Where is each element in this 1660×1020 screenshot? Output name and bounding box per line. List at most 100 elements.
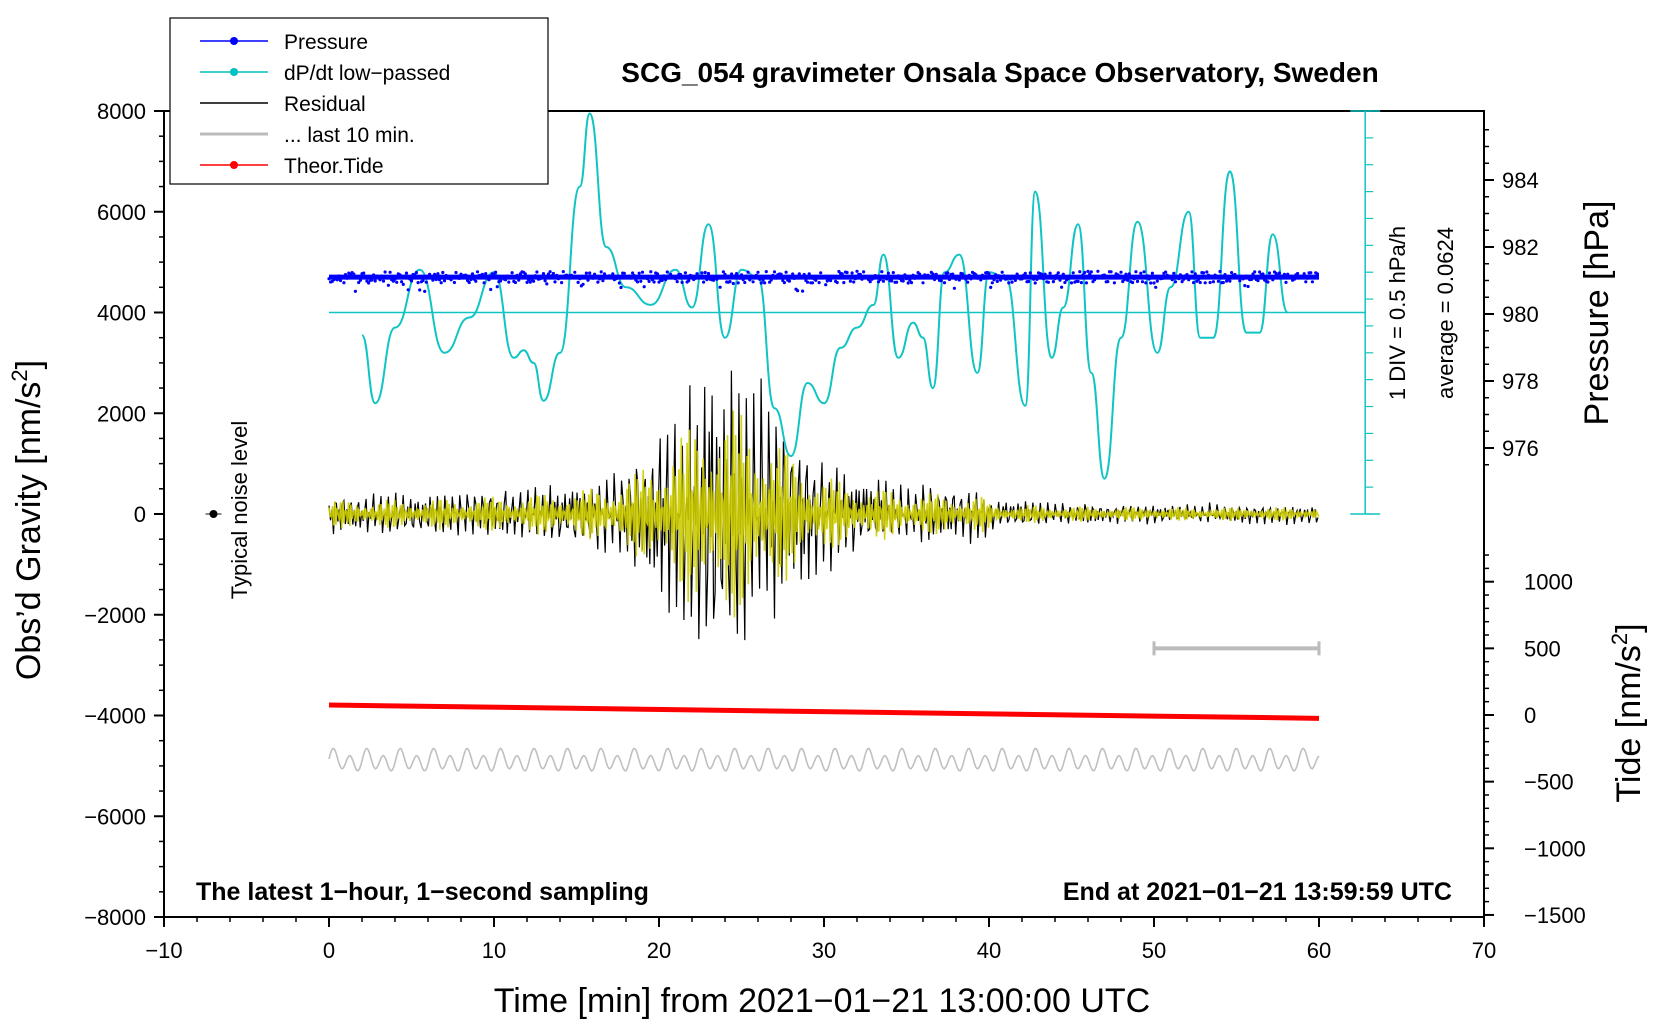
pressure-point	[926, 273, 930, 277]
pressure-point	[1187, 278, 1191, 282]
pressure-point	[792, 276, 796, 280]
pressure-point	[1060, 285, 1064, 289]
pressure-point	[797, 272, 801, 276]
x-tick-label: 50	[1142, 938, 1166, 963]
pressure-point	[782, 281, 787, 285]
x-tick-label: 20	[647, 938, 671, 963]
tide-tick-label: −1500	[1524, 903, 1586, 928]
pressure-point	[642, 285, 646, 289]
legend-label: dP/dt low−passed	[284, 62, 450, 85]
pressure-point	[1206, 273, 1211, 277]
pressure-point	[796, 289, 800, 293]
pressure-point	[353, 289, 357, 293]
pressure-point	[1124, 272, 1128, 276]
pressure-point	[1078, 270, 1082, 274]
pressure-point	[664, 278, 668, 282]
pressure-point	[380, 274, 384, 278]
pressure-point	[868, 280, 872, 284]
pressure-point	[1102, 273, 1107, 277]
pressure-point	[728, 280, 732, 284]
pressure-point	[525, 280, 529, 284]
axis-ticks	[154, 110, 1494, 927]
pressure-point	[367, 281, 371, 285]
pressure-tick-label: 976	[1502, 436, 1539, 461]
pressure-point	[673, 277, 678, 281]
pressure-point	[480, 272, 484, 276]
pressure-point	[759, 281, 763, 285]
pressure-point	[1300, 275, 1305, 279]
pressure-point	[997, 274, 1001, 278]
y-axis-label-sup: 2	[7, 369, 32, 381]
pressure-point	[1140, 280, 1145, 284]
pressure-point	[772, 270, 777, 274]
pressure-point	[474, 279, 478, 283]
tide-tick-label: 0	[1524, 703, 1536, 728]
pressure-point	[517, 278, 521, 282]
pressure-point	[1112, 281, 1116, 285]
pressure-point	[619, 285, 623, 290]
pressure-point	[1266, 280, 1270, 284]
pressure-point	[766, 276, 770, 280]
pressure-point	[1023, 271, 1027, 275]
pressure-point	[695, 272, 699, 276]
pressure-point	[878, 278, 882, 282]
pressure-point	[1197, 277, 1201, 281]
pressure-point	[1109, 270, 1113, 274]
pressure-point	[398, 273, 402, 277]
pressure-point	[1134, 270, 1138, 274]
pressure-point	[941, 274, 945, 278]
pressure-point	[1040, 272, 1044, 276]
pressure-point	[495, 285, 499, 289]
pressure-point	[660, 278, 664, 282]
y-tick-label: −4000	[84, 704, 146, 729]
pressure-point	[358, 278, 362, 282]
pressure-point	[1221, 280, 1225, 285]
pressure-point	[1002, 274, 1006, 278]
chart-title: SCG_054 gravimeter Onsala Space Observat…	[621, 57, 1378, 88]
pressure-point	[383, 270, 387, 274]
pressure-point	[1132, 277, 1136, 281]
pressure-point	[1168, 275, 1173, 279]
pressure-point	[508, 275, 513, 279]
pressure-point	[807, 272, 811, 276]
pressure-point	[784, 270, 788, 274]
pressure-point	[1147, 277, 1151, 281]
pressure-point	[541, 272, 546, 276]
legend-marker	[230, 161, 238, 169]
pressure-point	[787, 279, 792, 283]
pressure-point	[951, 272, 955, 276]
pressure-point	[881, 279, 886, 283]
pressure-point	[774, 276, 778, 280]
x-tick-label: 10	[482, 938, 506, 963]
dpdt-series	[361, 112, 1289, 480]
pressure-point	[1058, 278, 1062, 282]
pressure-point	[561, 270, 565, 274]
pressure-point	[515, 273, 519, 277]
pressure-point	[947, 277, 952, 282]
pressure-point	[1048, 271, 1052, 275]
legend-label: ... last 10 min.	[284, 124, 415, 147]
pressure-point	[736, 281, 740, 285]
sampling-note: The latest 1−hour, 1−second sampling	[196, 878, 649, 906]
pressure-point	[886, 271, 891, 275]
pressure-point	[1249, 277, 1253, 282]
pressure-point	[845, 270, 849, 275]
dpdt-average-label: average = 0.0624	[1433, 227, 1458, 399]
pressure-point	[650, 278, 655, 282]
pressure-point	[1277, 271, 1281, 275]
y-tick-label: 8000	[97, 99, 146, 124]
pressure-point	[1144, 281, 1148, 285]
pressure-point	[987, 272, 991, 276]
pressure-point	[576, 280, 580, 284]
pressure-point	[829, 279, 833, 283]
pressure-point	[594, 274, 598, 279]
pressure-point	[591, 276, 595, 280]
pressure-point	[703, 270, 707, 275]
pressure-point	[1069, 281, 1074, 285]
y-tick-label: 6000	[97, 200, 146, 225]
legend-box	[169, 17, 549, 185]
pressure-point	[482, 281, 486, 285]
pressure-point	[500, 275, 504, 279]
pressure-point	[423, 289, 427, 293]
legend-items: Pressure dP/dt low−passed Residual ... last…	[200, 31, 450, 178]
